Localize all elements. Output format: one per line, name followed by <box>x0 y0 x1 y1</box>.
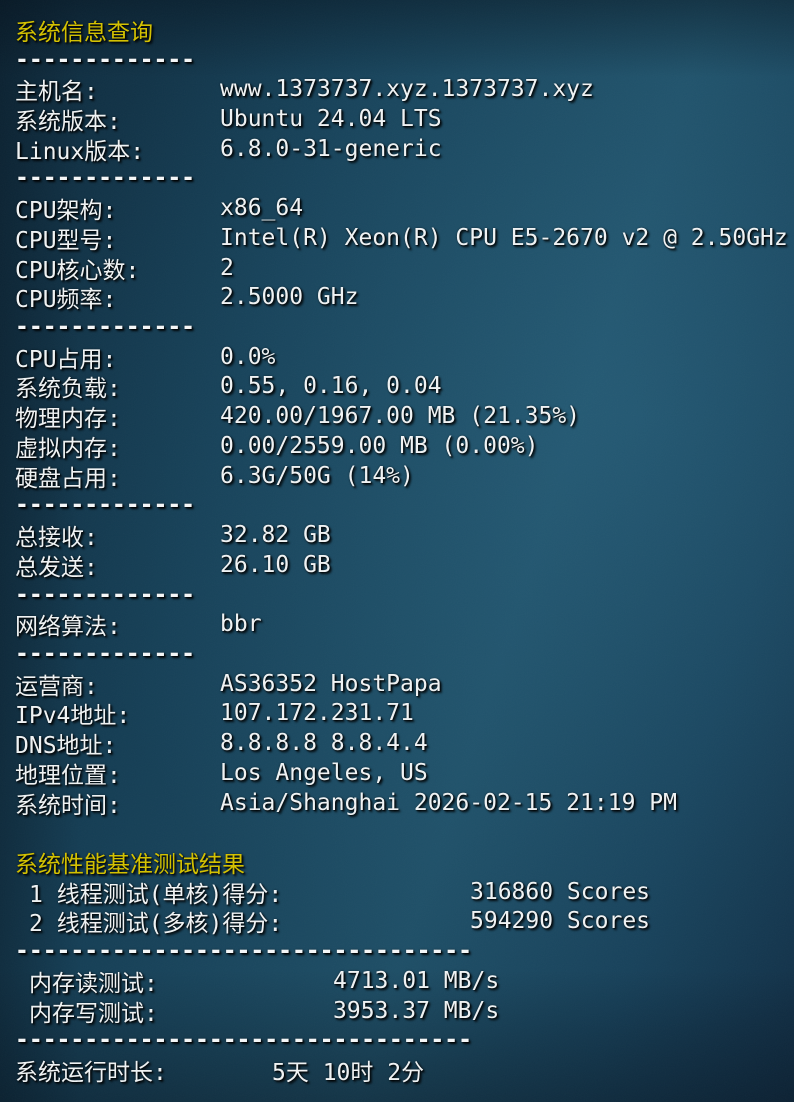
info-row-hostname: 主机名: www.1373737.xyz.1373737.xyz <box>15 74 794 105</box>
blank-line <box>15 817 794 847</box>
separator-line: ------------- <box>15 314 196 341</box>
info-row-total-sent: 总发送: 26.10 GB <box>15 550 794 581</box>
row-label: 内存写测试: <box>29 1000 158 1027</box>
row-value: 0.55, 0.16, 0.04 <box>220 373 442 400</box>
separator-line: ------------- <box>15 640 196 667</box>
row-label: Linux版本: <box>15 138 145 165</box>
row-value: Ubuntu 24.04 LTS <box>220 106 442 133</box>
separator-line: ------------- <box>15 581 196 608</box>
row-value: 8.8.8.8 8.8.4.4 <box>220 730 428 757</box>
row-value: 107.172.231.71 <box>220 700 414 727</box>
row-value: 2 <box>220 254 234 281</box>
info-row-system-time: 系统时间: Asia/Shanghai 2026-02-15 21:19 PM <box>15 788 794 819</box>
info-row-virtual-memory: 虚拟内存: 0.00/2559.00 MB (0.00%) <box>15 431 794 462</box>
info-row-cpu-cores: CPU核心数: 2 <box>15 253 794 284</box>
section-title-system-info: 系统信息查询 <box>15 15 794 46</box>
row-label: CPU频率: <box>15 287 117 314</box>
section-title-benchmark: 系统性能基准测试结果 <box>15 847 794 878</box>
row-value: 6.3G/50G (14%) <box>220 462 414 489</box>
info-row-total-received: 总接收: 32.82 GB <box>15 520 794 551</box>
info-row-cpu-model: CPU型号: Intel(R) Xeon(R) CPU E5-2670 v2 @ … <box>15 223 794 254</box>
row-value: 594290 Scores <box>470 908 651 935</box>
info-row-ipv4-address: IPv4地址: 107.172.231.71 <box>15 699 794 729</box>
row-value: 3953.37 MB/s <box>333 997 500 1024</box>
row-value: 4713.01 MB/s <box>333 967 500 994</box>
row-value: 26.10 GB <box>220 551 331 578</box>
info-row-dns-address: DNS地址: 8.8.8.8 8.8.4.4 <box>15 728 794 759</box>
info-row-linux-version: Linux版本: 6.8.0-31-generic <box>15 134 794 165</box>
row-value: 32.82 GB <box>220 522 331 549</box>
bench-row-multi-thread: 2 线程测试(多核)得分: 594290 Scores <box>15 907 794 937</box>
row-value: 0.0% <box>220 343 276 370</box>
section-title-text: 系统信息查询 <box>15 19 153 46</box>
info-row-geo-location: 地理位置: Los Angeles, US <box>15 758 794 789</box>
row-label: 系统时间: <box>15 792 121 819</box>
row-value: x86_64 <box>220 195 304 222</box>
separator-line: ------------- <box>15 46 196 73</box>
row-value: Intel(R) Xeon(R) CPU E5-2670 v2 @ 2.50GH… <box>220 224 788 251</box>
row-value: Los Angeles, US <box>220 759 428 786</box>
row-value: 6.8.0-31-generic <box>220 135 442 162</box>
row-label: 总发送: <box>15 554 98 581</box>
info-row-disk-usage: 硬盘占用: 6.3G/50G (14%) <box>15 461 794 492</box>
info-row-os-version: 系统版本: Ubuntu 24.04 LTS <box>15 104 794 135</box>
row-label: 2 线程测试(多核)得分: <box>29 911 283 938</box>
row-value: 316860 Scores <box>470 878 651 905</box>
row-label: 网络算法: <box>15 614 121 641</box>
row-value: 420.00/1967.00 MB (21.35%) <box>220 403 581 430</box>
separator-line: ------------- <box>15 165 196 192</box>
row-value: www.1373737.xyz.1373737.xyz <box>220 76 594 103</box>
bench-row-memory-write: 内存写测试: 3953.37 MB/s <box>15 996 794 1027</box>
row-value: 0.00/2559.00 MB (0.00%) <box>220 432 539 459</box>
row-value: Asia/Shanghai 2026-02-15 21:19 PM <box>220 789 677 816</box>
info-row-isp: 运营商: AS36352 HostPapa <box>15 669 794 700</box>
info-row-cpu-usage: CPU占用: 0.0% <box>15 342 794 373</box>
bench-row-single-thread: 1 线程测试(单核)得分: 316860 Scores <box>15 877 794 908</box>
row-label: 系统运行时长: <box>15 1060 167 1087</box>
separator-line: ------------- <box>15 492 196 519</box>
info-row-tcp-algorithm: 网络算法: bbr <box>15 609 794 641</box>
row-value: 5天 10时 2分 <box>272 1060 425 1087</box>
info-row-load-average: 系统负载: 0.55, 0.16, 0.04 <box>15 372 794 402</box>
row-value: AS36352 HostPapa <box>220 670 442 697</box>
row-label: 硬盘占用: <box>15 465 121 492</box>
row-value: 2.5000 GHz <box>220 284 359 311</box>
separator-line-long: --------------------------------- <box>15 938 472 965</box>
bench-row-uptime: 系统运行时长: 5天 10时 2分 <box>15 1055 794 1087</box>
row-value: bbr <box>220 611 262 638</box>
bench-row-memory-read: 内存读测试: 4713.01 MB/s <box>15 966 794 997</box>
info-row-physical-memory: 物理内存: 420.00/1967.00 MB (21.35%) <box>15 401 794 432</box>
info-row-cpu-freq: CPU频率: 2.5000 GHz <box>15 282 794 314</box>
info-row-cpu-arch: CPU架构: x86_64 <box>15 193 794 224</box>
separator-line-long: --------------------------------- <box>15 1027 472 1054</box>
